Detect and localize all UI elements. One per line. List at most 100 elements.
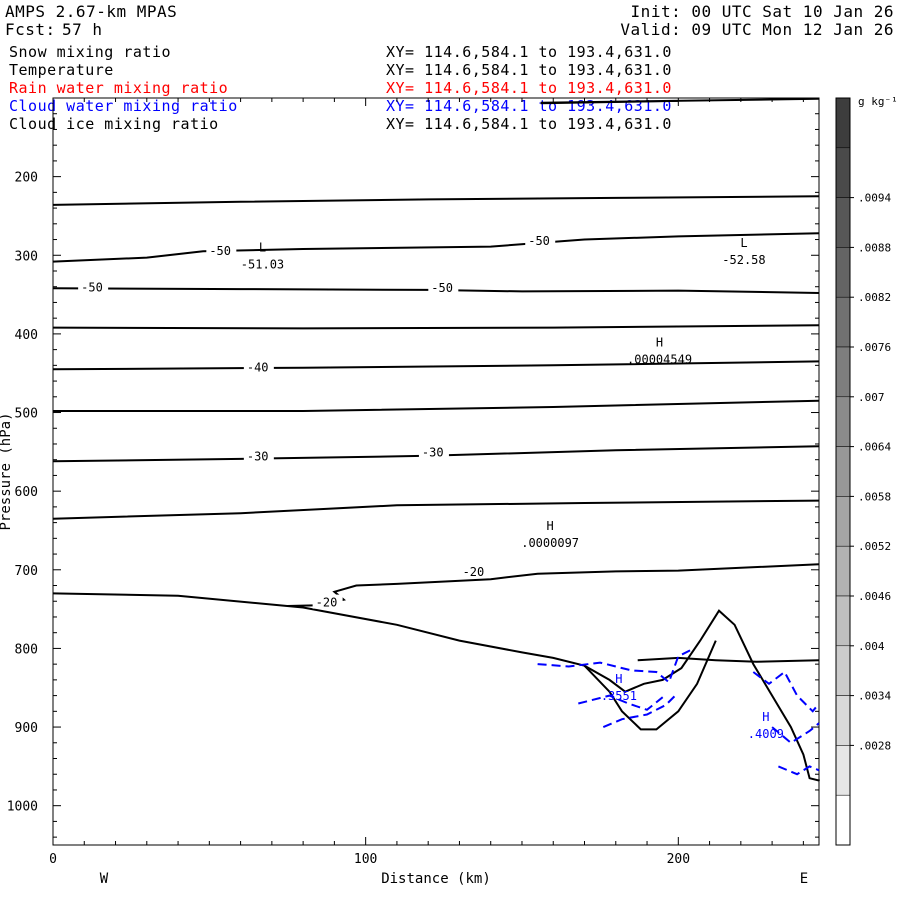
temperature-contour xyxy=(53,399,820,412)
contour-label-bg xyxy=(243,359,274,374)
contour-label: -50 xyxy=(209,244,231,258)
extremum-value: .4009 xyxy=(748,727,784,741)
terrain-line xyxy=(637,656,820,663)
colorbar-frame xyxy=(835,97,851,846)
colorbar-swatch xyxy=(835,296,851,348)
contour-label-bg xyxy=(312,594,343,609)
colorbar-label: .0028 xyxy=(858,739,891,752)
x-tick-label: 200 xyxy=(667,852,690,867)
colorbar-swatch xyxy=(835,197,851,248)
contour-label-bg xyxy=(206,243,237,258)
colorbar-label: .007 xyxy=(858,391,885,404)
colorbar-unit: g kg⁻¹ xyxy=(858,95,898,108)
extremum-value: .3551 xyxy=(601,689,637,703)
init-time: Init: 00 UTC Sat 10 Jan 26 xyxy=(630,2,894,21)
extremum-mark: L xyxy=(740,236,747,250)
y-tick-label: 600 xyxy=(15,485,38,500)
contour-label: -50 xyxy=(81,280,103,294)
colorbar-swatch xyxy=(835,695,851,746)
extremum-mark: H xyxy=(547,519,554,533)
cloud-water-contour xyxy=(771,722,820,745)
temperature-contour xyxy=(52,360,820,371)
y-tick-label: 1000 xyxy=(7,800,38,815)
ice-contour xyxy=(540,100,679,105)
cloud-water-contour xyxy=(578,694,664,711)
colorbar-swatch xyxy=(835,247,851,298)
extremum-mark: L xyxy=(259,240,266,254)
contour-label-bg xyxy=(459,563,490,578)
colorbar-label: .0094 xyxy=(858,192,891,205)
colorbar-label: .0088 xyxy=(858,241,891,254)
extremum-mark: H xyxy=(656,336,663,350)
y-tick-label: 200 xyxy=(15,171,38,186)
contour-label: -40 xyxy=(247,360,269,374)
y-tick-label: 400 xyxy=(15,328,38,343)
colorbar-swatch xyxy=(835,645,851,696)
model-title: AMPS 2.67-km MPAS xyxy=(5,2,178,21)
contour-label: -20 xyxy=(316,596,338,610)
colorbar-swatch xyxy=(835,794,851,846)
x-tick-label: 0 xyxy=(49,852,57,867)
colorbar-label: .0082 xyxy=(858,291,891,304)
contour-label-bg xyxy=(243,448,274,463)
field-xy: XY= 114.6,584.1 to 193.4,631.0 xyxy=(386,115,672,133)
contour-label: -30 xyxy=(247,449,269,463)
colorbar-label: .0046 xyxy=(858,590,891,603)
temperature-contour xyxy=(52,499,820,520)
east-label: E xyxy=(800,871,808,887)
y-tick-label: 800 xyxy=(15,642,38,657)
contour-label: -50 xyxy=(431,281,453,295)
colorbar-swatch xyxy=(835,595,851,647)
contour-label: -20 xyxy=(463,565,485,579)
colorbar-swatch xyxy=(835,446,851,497)
contour-label-bg xyxy=(428,280,459,295)
west-label: W xyxy=(100,871,109,887)
extremum-value: -51.03 xyxy=(241,257,284,271)
colorbar-label: .004 xyxy=(858,640,885,653)
field-xy: XY= 114.6,584.1 to 193.4,631.0 xyxy=(386,43,672,61)
y-tick-label: 700 xyxy=(15,564,38,579)
colorbar-swatch xyxy=(835,396,851,447)
cloud-water-contour xyxy=(752,670,820,713)
cloud-water-contour xyxy=(778,765,820,776)
contour-label: -30 xyxy=(422,445,444,459)
temperature-contour xyxy=(52,324,820,330)
field-xy: XY= 114.6,584.1 to 193.4,631.0 xyxy=(386,79,672,97)
y-tick-label: 300 xyxy=(15,249,38,264)
cloud-water-contour xyxy=(602,694,676,729)
terrain-line xyxy=(583,640,717,731)
colorbar-label: .0052 xyxy=(858,540,891,553)
y-axis-title: Pressure (hPa) xyxy=(0,412,14,530)
field-name: Rain water mixing ratio xyxy=(9,79,229,97)
colorbar-swatch xyxy=(835,496,851,547)
temperature-contour xyxy=(52,195,820,206)
extremum-value: .00004549 xyxy=(627,353,692,367)
extremum-value: -52.58 xyxy=(722,253,765,267)
x-tick-label: 100 xyxy=(354,852,377,867)
colorbar-swatch xyxy=(835,545,851,597)
colorbar-swatch xyxy=(835,97,851,149)
valid-time: Valid: 09 UTC Mon 12 Jan 26 xyxy=(620,20,894,39)
cloud-water-contour xyxy=(537,649,692,684)
temperature-contour xyxy=(287,563,820,607)
colorbar-swatch xyxy=(835,346,851,398)
forecast-label: Fcst: xyxy=(5,20,56,39)
field-name: Temperature xyxy=(9,61,114,79)
field-name: Cloud water mixing ratio xyxy=(9,97,238,115)
colorbar-swatch xyxy=(835,147,851,198)
contour-label: -50 xyxy=(528,234,550,248)
temperature-contour xyxy=(52,287,820,294)
field-name: Snow mixing ratio xyxy=(9,43,172,61)
colorbar-label: .0064 xyxy=(858,441,891,454)
colorbar-label: .0058 xyxy=(858,490,891,503)
y-tick-label: 500 xyxy=(15,407,38,422)
forecast-hours: 57 h xyxy=(62,20,103,39)
field-name: Cloud ice mixing ratio xyxy=(9,115,219,133)
colorbar-label: .0034 xyxy=(858,690,891,703)
contour-label-bg xyxy=(418,444,449,459)
extremum-value: .0000097 xyxy=(521,536,579,550)
y-tick-label: 900 xyxy=(15,721,38,736)
colorbar-label: .0076 xyxy=(858,341,891,354)
terrain-line xyxy=(52,592,820,782)
